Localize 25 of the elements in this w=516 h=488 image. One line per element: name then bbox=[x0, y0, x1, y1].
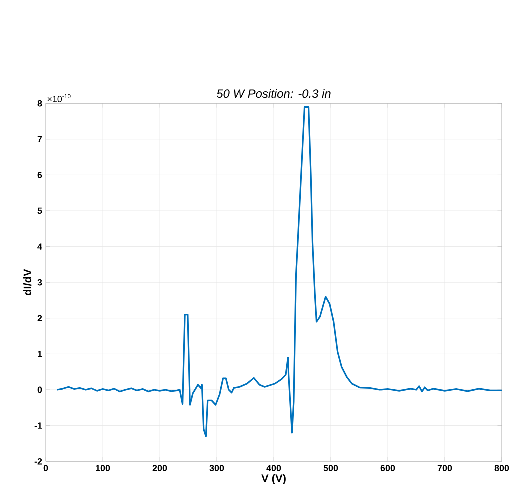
x-tick-label: 300 bbox=[210, 465, 224, 472]
y-tick-label: -1 bbox=[34, 422, 42, 429]
chart-title: 50 W Position: -0.3 in bbox=[216, 89, 331, 98]
x-tick-label: 100 bbox=[96, 465, 110, 472]
x-tick-label: 400 bbox=[266, 465, 282, 472]
x-tick-label: 800 bbox=[494, 465, 510, 472]
x-tick-label: 200 bbox=[152, 465, 168, 472]
line-series bbox=[56, 106, 502, 438]
y-axis-title: dI/dV bbox=[24, 269, 32, 296]
y-tick-label: 2 bbox=[38, 315, 42, 322]
text: ×10$^{-10}$ bbox=[48, 94, 71, 102]
x-tick-label: 600 bbox=[380, 465, 396, 472]
y-tick-label: 0 bbox=[38, 386, 42, 394]
x-tick-label: 0 bbox=[44, 465, 48, 472]
y-tick-label: 7 bbox=[38, 136, 42, 143]
y-tick-label: 5 bbox=[38, 208, 42, 214]
x-axis-title: V (V) bbox=[262, 474, 286, 485]
y-tick-label: -2 bbox=[34, 458, 42, 465]
y-tick-label: 3 bbox=[38, 279, 42, 286]
y-tick-label: 4 bbox=[38, 244, 42, 250]
y-tick-label: 6 bbox=[38, 172, 42, 178]
x-tick-label: 700 bbox=[438, 465, 452, 472]
y-tick-label: 8 bbox=[38, 100, 42, 107]
x-tick-label: 500 bbox=[324, 465, 338, 472]
y-tick-label: 1 bbox=[38, 351, 42, 358]
